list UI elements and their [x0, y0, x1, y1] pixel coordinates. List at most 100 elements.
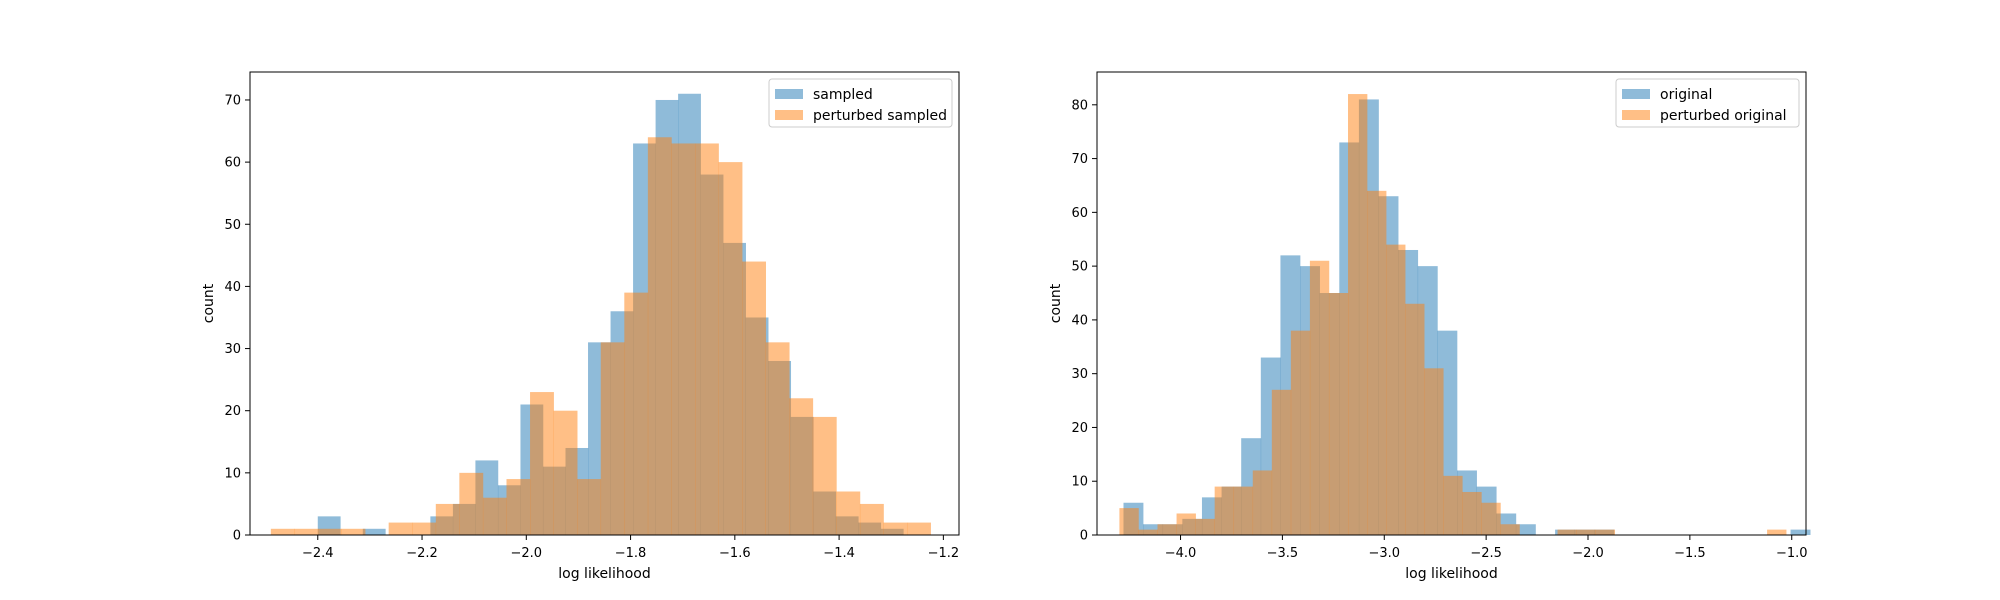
- histogram-bar: [530, 392, 554, 535]
- histogram-bar: [1500, 524, 1520, 535]
- legend-label: sampled: [813, 87, 873, 103]
- histogram-bar: [459, 472, 484, 535]
- histogram-bar: [907, 522, 931, 535]
- x-tick-label: −1.4: [823, 546, 855, 561]
- x-tick-label: −1.2: [928, 546, 960, 561]
- histogram-bar: [1405, 303, 1425, 535]
- histogram-bar: [435, 503, 460, 535]
- y-tick-label: 50: [1071, 260, 1088, 275]
- legend: original perturbed original: [1615, 78, 1800, 128]
- histogram-bar: [647, 137, 672, 535]
- histogram-bar: [1290, 330, 1311, 535]
- histogram-bar: [859, 503, 884, 535]
- legend-swatch: [1622, 110, 1650, 120]
- x-tick-label: −1.5: [1674, 546, 1706, 561]
- histogram-bar: [1252, 470, 1273, 535]
- histogram-bar: [1557, 529, 1577, 535]
- y-tick-label: 30: [224, 342, 241, 357]
- histogram-bar: [883, 522, 908, 535]
- histogram-bar: [1790, 529, 1811, 535]
- histogram-bar: [1367, 190, 1387, 535]
- y-tick-label: 10: [224, 466, 241, 481]
- histogram-bar: [671, 143, 696, 535]
- x-tick-label: −1.8: [615, 546, 647, 561]
- x-tick-label: −4.0: [1165, 546, 1197, 561]
- y-tick-label: 70: [1071, 152, 1088, 167]
- y-tick-label: 20: [224, 404, 241, 419]
- y-axis-label: count: [201, 283, 217, 323]
- histogram-bar: [789, 398, 814, 535]
- histogram-bar: [1119, 508, 1139, 535]
- histogram-bar: [836, 491, 861, 535]
- histogram-bar: [1233, 486, 1254, 535]
- y-tick-label: 40: [1071, 313, 1088, 328]
- histogram-bar: [600, 342, 625, 535]
- histogram-bar: [270, 528, 295, 535]
- histogram-bar: [506, 479, 531, 535]
- x-tick-label: −2.4: [302, 546, 334, 561]
- histogram-bar: [765, 342, 790, 535]
- histogram-bar: [695, 143, 719, 535]
- histogram-bar: [1576, 529, 1596, 535]
- axes-frame: [1096, 71, 1807, 536]
- histogram-bar: [812, 416, 837, 535]
- y-tick-label: 60: [1071, 206, 1088, 221]
- x-axis-label: log likelihood: [558, 566, 650, 582]
- histogram-bar: [1309, 260, 1330, 535]
- histogram-bar: [1176, 513, 1196, 535]
- x-tick-label: −3.0: [1368, 546, 1400, 561]
- y-tick-label: 50: [224, 218, 241, 233]
- y-tick-label: 80: [1071, 98, 1088, 113]
- y-tick-label: 70: [224, 93, 241, 108]
- histogram-bar: [624, 292, 649, 535]
- y-tick-label: 60: [224, 156, 241, 171]
- histogram-bar: [1271, 389, 1292, 535]
- histogram-bar: [341, 528, 366, 535]
- histogram-bar: [1328, 293, 1349, 535]
- histogram-bar: [1214, 486, 1235, 535]
- legend-swatch: [775, 110, 803, 120]
- histogram-bar: [294, 528, 319, 535]
- histogram-bar: [1157, 524, 1177, 535]
- histogram-bar: [1767, 529, 1787, 535]
- x-tick-label: −2.5: [1470, 546, 1502, 561]
- legend-label: perturbed sampled: [813, 108, 947, 124]
- histogram-bar: [1138, 529, 1158, 535]
- series-0-1: [270, 137, 931, 536]
- y-axis-label: count: [1048, 283, 1064, 323]
- legend: sampled perturbed sampled: [768, 78, 953, 128]
- histogram-bar: [718, 162, 743, 536]
- legend-swatch: [775, 89, 803, 99]
- histogram-bar: [1481, 502, 1501, 535]
- x-tick-label: −1.0: [1776, 546, 1808, 561]
- histogram-bar: [1424, 368, 1444, 535]
- histogram-bar: [1595, 529, 1615, 535]
- histogram-bar: [1515, 524, 1536, 535]
- legend-swatch: [1622, 89, 1650, 99]
- y-tick-label: 30: [1071, 367, 1088, 382]
- axes-frame: [249, 71, 960, 536]
- histogram-bar: [412, 522, 437, 535]
- histogram-bar: [742, 261, 766, 535]
- left-histogram-panel: −2.4 −2.2 −2.0 −1.8 −1.6 −1.4 −1.2 0 10 20 30 40 50 6…: [201, 71, 960, 582]
- x-tick-label: −2.2: [406, 546, 438, 561]
- x-tick-label: −3.5: [1267, 546, 1299, 561]
- legend-label: perturbed original: [1660, 108, 1787, 124]
- right-histogram-panel: −4.0 −3.5 −3.0 −2.5 −2.0 −1.5 −1.0 0 10 20 30 40 50 6…: [1048, 71, 1811, 582]
- histogram-bar: [362, 528, 386, 535]
- histogram-bar: [1443, 475, 1463, 535]
- histogram-bar: [1195, 518, 1215, 535]
- histogram-bar: [577, 479, 602, 535]
- histogram-bar: [482, 497, 507, 535]
- histogram-bar: [553, 410, 578, 535]
- histogram-bar: [317, 528, 342, 535]
- x-axis-label: log likelihood: [1405, 566, 1497, 582]
- legend-box: [768, 78, 953, 128]
- y-tick-label: 10: [1071, 475, 1088, 490]
- histogram-bar: [1348, 94, 1368, 536]
- legend-label: original: [1660, 87, 1712, 103]
- series-1-1: [1119, 94, 1787, 536]
- histogram-bar: [1386, 244, 1406, 535]
- histogram-bar: [388, 522, 413, 535]
